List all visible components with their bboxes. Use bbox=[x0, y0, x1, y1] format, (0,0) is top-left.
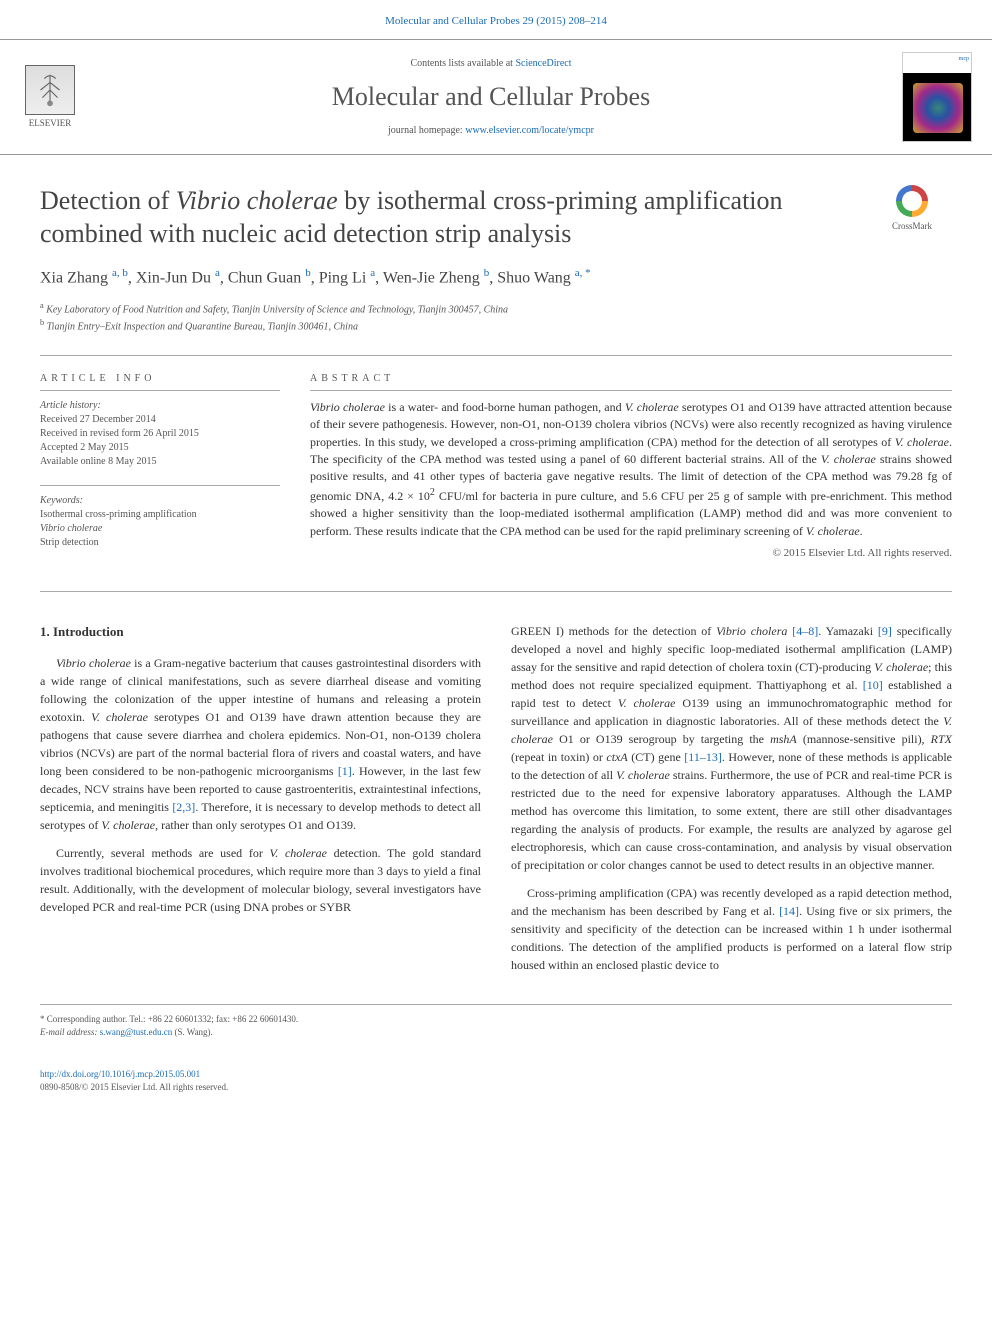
title-italic: Vibrio cholerae bbox=[176, 186, 338, 215]
email-label: E-mail address: bbox=[40, 1027, 97, 1037]
title-block: Detection of Vibrio cholerae by isotherm… bbox=[0, 155, 992, 260]
corresponding-email[interactable]: s.wang@tust.edu.cn bbox=[100, 1027, 173, 1037]
affiliations: a Key Laboratory of Food Nutrition and S… bbox=[0, 296, 992, 355]
keyword-0: Isothermal cross-priming amplification bbox=[40, 508, 280, 522]
doi-block: http://dx.doi.org/10.1016/j.mcp.2015.05.… bbox=[40, 1038, 952, 1093]
revised-date: Received in revised form 26 April 2015 bbox=[40, 427, 280, 441]
elsevier-text: ELSEVIER bbox=[29, 117, 72, 130]
citation-text: Molecular and Cellular Probes 29 (2015) … bbox=[385, 15, 607, 27]
abstract-copyright: © 2015 Elsevier Ltd. All rights reserved… bbox=[310, 546, 952, 561]
accepted-date: Accepted 2 May 2015 bbox=[40, 441, 280, 455]
keyword-1: Vibrio cholerae bbox=[40, 522, 280, 536]
corresponding-email-line: E-mail address: s.wang@tust.edu.cn (S. W… bbox=[40, 1026, 496, 1039]
keyword-2: Strip detection bbox=[40, 536, 280, 550]
article-title: Detection of Vibrio cholerae by isotherm… bbox=[40, 185, 852, 250]
article-info: ARTICLE INFO Article history: Received 2… bbox=[40, 372, 280, 562]
homepage-prefix: journal homepage: bbox=[388, 125, 465, 136]
body-col-right: GREEN I) methods for the detection of Vi… bbox=[511, 622, 952, 984]
intro-p2: Currently, several methods are used for … bbox=[40, 844, 481, 916]
article-info-label: ARTICLE INFO bbox=[40, 372, 280, 391]
corresponding-label: * Corresponding author. Tel.: +86 22 606… bbox=[40, 1013, 496, 1026]
footer-block: * Corresponding author. Tel.: +86 22 606… bbox=[40, 1004, 952, 1113]
homepage-line: journal homepage: www.elsevier.com/locat… bbox=[100, 124, 882, 138]
abstract-label: ABSTRACT bbox=[310, 372, 952, 391]
elsevier-logo: ELSEVIER bbox=[20, 62, 80, 132]
affiliation-a: a Key Laboratory of Food Nutrition and S… bbox=[40, 300, 952, 317]
elsevier-tree-icon bbox=[25, 65, 75, 115]
contents-prefix: Contents lists available at bbox=[410, 58, 515, 69]
keywords-label: Keywords: bbox=[40, 495, 83, 506]
issn-line: 0890-8508/© 2015 Elsevier Ltd. All right… bbox=[40, 1082, 228, 1092]
received-date: Received 27 December 2014 bbox=[40, 413, 280, 427]
keywords-block: Keywords: Isothermal cross-priming ampli… bbox=[40, 485, 280, 550]
crossmark-widget[interactable]: CrossMark bbox=[872, 185, 952, 233]
sciencedirect-link[interactable]: ScienceDirect bbox=[515, 58, 571, 69]
doi-link[interactable]: http://dx.doi.org/10.1016/j.mcp.2015.05.… bbox=[40, 1069, 200, 1079]
info-abstract-row: ARTICLE INFO Article history: Received 2… bbox=[0, 356, 992, 592]
cover-label: mcp bbox=[903, 53, 971, 73]
intro-p4: Cross-priming amplification (CPA) was re… bbox=[511, 884, 952, 974]
body-columns: 1. Introduction Vibrio cholerae is a Gra… bbox=[0, 592, 992, 1004]
affiliation-b: b Tianjin Entry–Exit Inspection and Quar… bbox=[40, 317, 952, 334]
history-block: Article history: Received 27 December 20… bbox=[40, 399, 280, 469]
abstract-column: ABSTRACT Vibrio cholerae is a water- and… bbox=[310, 372, 952, 562]
authors-line: Xia Zhang a, b, Xin-Jun Du a, Chun Guan … bbox=[0, 260, 992, 296]
journal-cover-thumb: mcp bbox=[902, 52, 972, 142]
corresponding-author: * Corresponding author. Tel.: +86 22 606… bbox=[40, 1013, 496, 1038]
body-col-left: 1. Introduction Vibrio cholerae is a Gra… bbox=[40, 622, 481, 984]
contents-line: Contents lists available at ScienceDirec… bbox=[100, 57, 882, 71]
homepage-link[interactable]: www.elsevier.com/locate/ymcpr bbox=[465, 125, 594, 136]
intro-p3: GREEN I) methods for the detection of Vi… bbox=[511, 622, 952, 874]
intro-heading: 1. Introduction bbox=[40, 622, 481, 642]
online-date: Available online 8 May 2015 bbox=[40, 455, 280, 469]
crossmark-label: CrossMark bbox=[872, 220, 952, 233]
intro-p1: Vibrio cholerae is a Gram-negative bacte… bbox=[40, 654, 481, 834]
email-suffix: (S. Wang). bbox=[174, 1027, 212, 1037]
abstract-text: Vibrio cholerae is a water- and food-bor… bbox=[310, 399, 952, 540]
header-center: Contents lists available at ScienceDirec… bbox=[100, 57, 882, 137]
title-part1: Detection of bbox=[40, 186, 176, 215]
journal-name: Molecular and Cellular Probes bbox=[100, 79, 882, 115]
history-label: Article history: bbox=[40, 400, 101, 411]
cover-art bbox=[903, 73, 971, 142]
running-head: Molecular and Cellular Probes 29 (2015) … bbox=[0, 0, 992, 39]
crossmark-icon bbox=[896, 185, 928, 217]
journal-header: ELSEVIER Contents lists available at Sci… bbox=[0, 39, 992, 155]
